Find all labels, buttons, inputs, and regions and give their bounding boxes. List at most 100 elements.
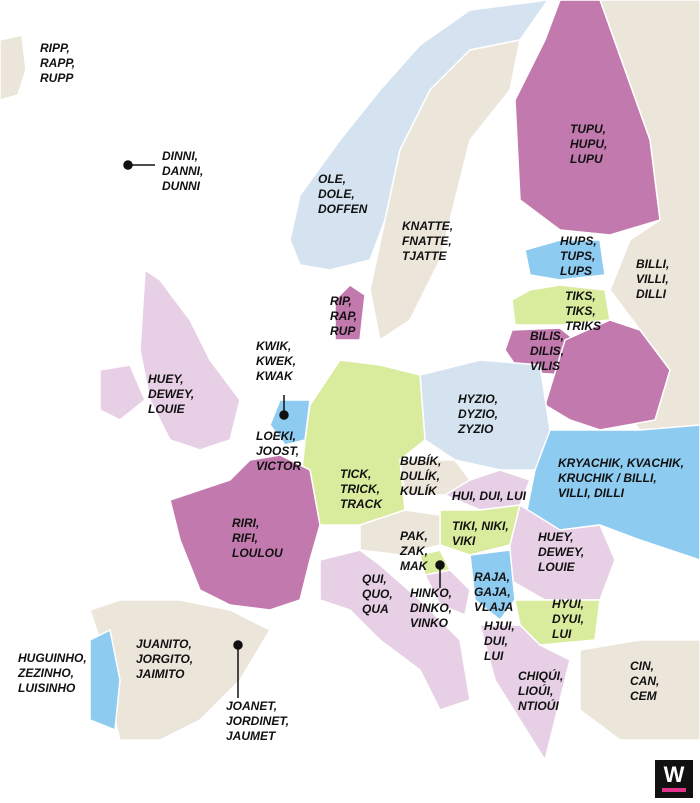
label-line: JORGITO, xyxy=(136,652,193,666)
country-label: HUI, DUI, LUI xyxy=(452,489,527,503)
label-line: BILLI, xyxy=(636,257,669,271)
label-line: VIKI xyxy=(452,534,476,548)
country-label: OLE, DOLE, DOFFEN xyxy=(318,172,368,216)
label-line: TRACK xyxy=(340,497,383,511)
label-line: DOLE, xyxy=(318,187,355,201)
label-line: TUPU, xyxy=(570,122,606,136)
label-line: TRIKS xyxy=(565,319,601,333)
label-line: OLE, xyxy=(318,172,346,186)
label-line: KRUCHIK / BILLI, xyxy=(558,471,657,485)
label-line: LOEKI, xyxy=(256,429,296,443)
label-line: LUI xyxy=(484,649,504,663)
label-line: RIRI, xyxy=(232,516,259,530)
label-line: LIOÚI, xyxy=(518,683,553,698)
label-line: DULÍK, xyxy=(400,468,440,483)
country-label: BUBÍK, DULÍK, KULÍK xyxy=(400,453,441,498)
label-line: DEWEY, xyxy=(148,387,194,401)
label-line: TICK, xyxy=(340,467,371,481)
latvia xyxy=(511,284,611,326)
label-line: ZEZINHO, xyxy=(17,666,74,680)
pointer-dot xyxy=(279,410,289,420)
label-line: TIKS, xyxy=(565,304,596,318)
label-line: QUO, xyxy=(362,587,393,601)
label-line: LUPS xyxy=(560,264,592,278)
label-line: CEM xyxy=(630,689,658,703)
logo-bar xyxy=(662,788,686,792)
label-line: JAUMET xyxy=(226,729,277,743)
italy xyxy=(319,549,471,711)
country-label: TIKI, NIKI, VIKI xyxy=(452,519,509,548)
label-line: LOUIE xyxy=(538,560,576,574)
label-line: JOANET, xyxy=(226,699,277,713)
label-line: CAN, xyxy=(630,674,659,688)
label-line: DYUI, xyxy=(552,612,584,626)
label-line: HUI, DUI, LUI xyxy=(452,489,527,503)
label-line: VICTOR xyxy=(256,459,301,473)
label-line: RAPP, xyxy=(40,56,75,70)
label-line: ZAK, xyxy=(399,544,428,558)
country-label: RIRI, RIFI, LOULOU xyxy=(232,516,283,560)
label-line: KULÍK xyxy=(400,483,438,498)
label-line: MAK xyxy=(400,559,429,573)
croatia xyxy=(423,569,471,617)
country-label: HYZIO, DYZIO, ZYZIO xyxy=(457,392,498,436)
label-line: FNATTE, xyxy=(402,234,452,248)
label-line: VINKO xyxy=(410,616,449,630)
label-line: CIN, xyxy=(630,659,654,673)
label-line: RUP xyxy=(330,324,356,338)
label-line: RAP, xyxy=(330,309,357,323)
label-line: KNATTE, xyxy=(402,219,453,233)
label-line: TUPS, xyxy=(560,249,595,263)
ukraine xyxy=(524,424,700,561)
label-line: RIFI, xyxy=(232,531,258,545)
label-line: HYZIO, xyxy=(458,392,498,406)
label-line: HYUI, xyxy=(552,597,584,611)
country-label: HUEY, DEWEY, LOUIE xyxy=(538,530,584,574)
label-line: TJATTE xyxy=(402,249,447,263)
label-line: RIP, xyxy=(330,294,352,308)
country-label: HYUI, DYUI, LUI xyxy=(552,597,584,641)
label-line: RIPP, xyxy=(40,41,70,55)
label-line: DINKO, xyxy=(410,601,452,615)
country-label: HUPS, TUPS, LUPS xyxy=(560,234,597,278)
label-line: GAJA, xyxy=(474,585,511,599)
country-label: HUGUINHO, ZEZINHO, LUISINHO xyxy=(17,651,87,695)
denmark xyxy=(334,284,366,341)
label-line: DINNI, xyxy=(162,149,198,163)
iceland xyxy=(0,34,27,101)
country-label: BILLI, VILLI, DILLI xyxy=(636,257,669,301)
serbia xyxy=(469,549,516,622)
label-line: JAIMITO xyxy=(136,667,185,681)
pointers xyxy=(123,160,445,698)
country-label: RIPP, RAPP, RUPP xyxy=(40,41,75,85)
label-line: LUPU xyxy=(570,152,603,166)
country-label: JOANET, JORDINET, JAUMET xyxy=(226,699,289,743)
netherlands xyxy=(269,399,311,446)
label-line: LUI xyxy=(552,627,572,641)
logo: W xyxy=(655,760,693,798)
label-line: VILLI, xyxy=(636,272,669,286)
label-line: JORDINET, xyxy=(226,714,289,728)
country-label: QUI, QUO, QUA xyxy=(362,572,393,616)
label-line: JOOST, xyxy=(256,444,299,458)
label-line: LOULOU xyxy=(232,546,283,560)
country-label: RAJA, GAJA, VLAJA xyxy=(474,570,513,614)
uk xyxy=(139,268,241,451)
label-line: DILLI xyxy=(636,287,667,301)
belarus xyxy=(544,319,671,431)
label-line: JUANITO, xyxy=(136,637,192,651)
country-label: JUANITO, JORGITO, JAIMITO xyxy=(136,637,193,681)
country-label: KRYACHIK, KVACHIK, KRUCHIK / BILLI, VILLI,… xyxy=(558,456,684,500)
country-label: KNATTE, FNATTE, TJATTE xyxy=(402,219,453,263)
label-line: HUPS, xyxy=(560,234,597,248)
country-label: HINKO, DINKO, VINKO xyxy=(410,586,452,630)
label-line: HUGUINHO, xyxy=(18,651,87,665)
label-line: TIKS, xyxy=(565,289,596,303)
portugal xyxy=(89,628,121,732)
label-line: PAK, xyxy=(400,529,428,543)
country-label: CIN, CAN, CEM xyxy=(630,659,659,703)
label-line: QUA xyxy=(362,602,389,616)
label-line: KWIK, xyxy=(256,339,291,353)
label-line: BILIS, xyxy=(530,329,564,343)
